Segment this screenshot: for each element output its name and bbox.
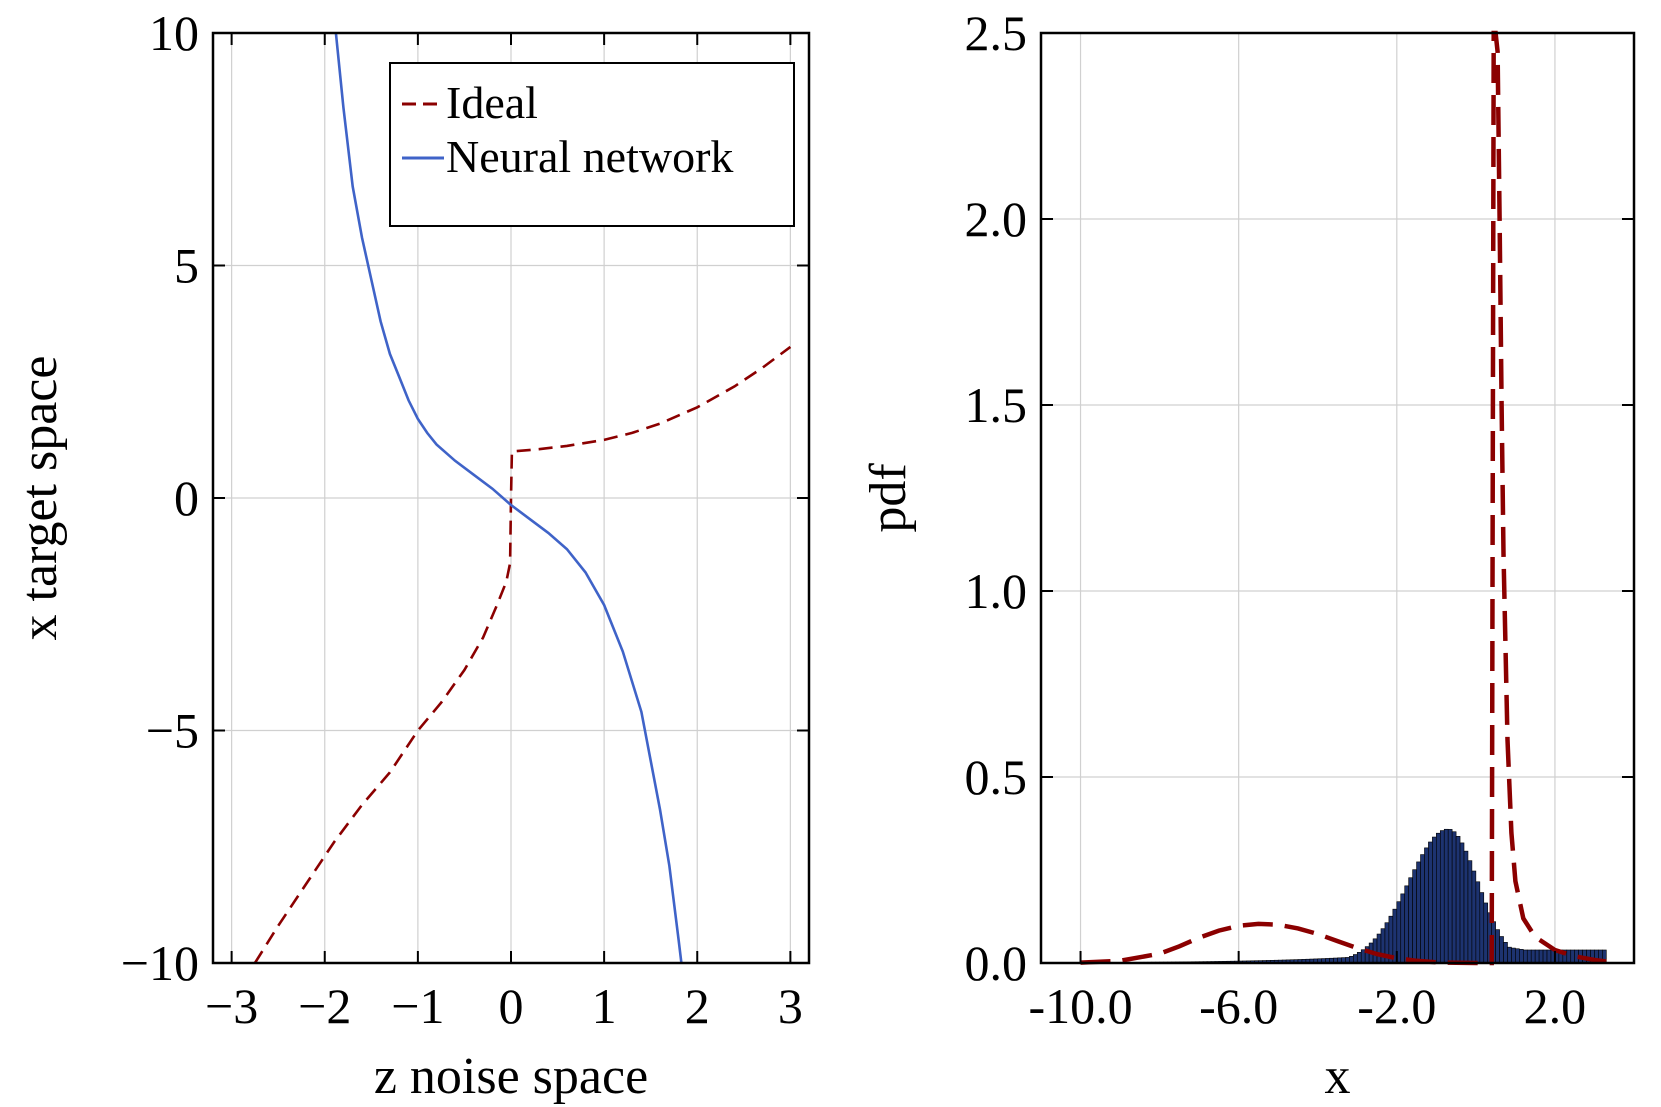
- histogram-bar: [1526, 949, 1532, 964]
- histogram-bar: [1408, 877, 1413, 964]
- right-x-tick-label: 2.0: [1524, 978, 1587, 1034]
- left-y-tick-label: −10: [121, 935, 199, 991]
- right-x-tick-label: -6.0: [1199, 978, 1278, 1034]
- histogram-bar: [1356, 952, 1362, 964]
- right-grid: [1041, 32, 1634, 964]
- right-y-tick-label: 2.5: [965, 5, 1028, 61]
- histogram-bar: [1353, 954, 1358, 964]
- right-x-tick-label: -10.0: [1028, 978, 1132, 1034]
- right-y-tick-label: 2.0: [965, 191, 1028, 247]
- left-x-tick-label: −2: [298, 978, 351, 1034]
- left-x-tick-label: 2: [685, 978, 710, 1034]
- left-y-tick-label: 10: [149, 5, 199, 61]
- left-x-axis-title: z noise space: [374, 1048, 648, 1105]
- right-pdf-dashed-line: [1080, 30, 1607, 966]
- histogram-bar: [1511, 947, 1516, 964]
- histogram-bar: [1447, 829, 1453, 964]
- histogram-bar: [1515, 948, 1520, 964]
- left-x-tick-label: −3: [205, 978, 258, 1034]
- left-y-tick-label: 5: [174, 238, 199, 294]
- legend-label-neural-network: Neural network: [446, 131, 733, 182]
- histogram-bar: [1376, 933, 1382, 964]
- histogram-bar: [1400, 893, 1406, 964]
- histogram-bar: [1542, 949, 1548, 964]
- histogram-bar: [1451, 831, 1457, 964]
- histogram-bar: [1538, 949, 1544, 964]
- histogram-bar: [1443, 828, 1449, 964]
- left-x-tick-label: −1: [391, 978, 444, 1034]
- right-plot-frame: [1039, 31, 1636, 965]
- histogram-bar: [1459, 842, 1465, 964]
- histogram-bar: [1534, 949, 1540, 964]
- legend-box: [389, 62, 795, 227]
- histogram-bar: [1428, 841, 1433, 964]
- left-x-tick-label: 0: [499, 978, 524, 1034]
- left-series-neural-network-line: [334, 32, 683, 964]
- right-series-layer: [1080, 30, 1607, 966]
- histogram-bar: [1475, 881, 1481, 964]
- histogram-bar: [1519, 949, 1524, 964]
- left-x-tick-label: 1: [592, 978, 617, 1034]
- histogram-bar: [1566, 949, 1572, 964]
- histogram-bar: [1463, 850, 1469, 964]
- right-y-tick-label: 0.0: [965, 935, 1028, 991]
- histogram-bar: [1546, 949, 1552, 964]
- histogram-bar: [1499, 936, 1504, 964]
- right-chart: -10.0 -6.0 -2.0 2.0 0.0 0.5 1.0 1.5 2.0 2.5 x pdf: [860, 5, 1636, 1105]
- histogram-bar: [1404, 885, 1409, 964]
- left-y-tick-label: 0: [174, 470, 199, 526]
- histogram-bar: [1467, 860, 1473, 964]
- right-y-axis-title: pdf: [860, 463, 917, 533]
- right-ticks: -10.0 -6.0 -2.0 2.0 0.0 0.5 1.0 1.5 2.0 2.5: [965, 5, 1634, 1034]
- histogram-bar: [1432, 836, 1437, 964]
- histogram-bar: [1471, 870, 1477, 964]
- histogram-bar: [1530, 949, 1536, 964]
- histogram-bar: [1570, 949, 1576, 964]
- left-x-tick-label: 3: [778, 978, 803, 1034]
- left-series-ideal-line: [253, 345, 792, 964]
- histogram-bar: [1507, 946, 1512, 964]
- legend-label-ideal: Ideal: [446, 77, 538, 128]
- histogram-bar: [1416, 861, 1421, 964]
- histogram-bar: [1523, 949, 1528, 964]
- right-x-tick-label: -2.0: [1357, 978, 1436, 1034]
- histogram-bar: [1420, 854, 1425, 964]
- histogram-bar: [1439, 830, 1445, 964]
- histogram-bar: [1479, 892, 1485, 964]
- right-y-tick-label: 1.0: [965, 563, 1028, 619]
- histogram-bar: [1503, 942, 1508, 964]
- right-y-tick-label: 1.5: [965, 377, 1028, 433]
- legend: Ideal Neural network: [389, 62, 795, 227]
- right-x-axis-title: x: [1325, 1048, 1351, 1105]
- left-y-axis-title: x target space: [11, 356, 68, 641]
- left-series-layer: [253, 32, 792, 964]
- histogram-bar: [1495, 929, 1500, 964]
- histogram-bar: [1436, 832, 1441, 964]
- left-y-tick-label: −5: [146, 703, 199, 759]
- histogram-bar: [1412, 869, 1417, 964]
- histogram-bar: [1455, 836, 1461, 964]
- right-y-tick-label: 0.5: [965, 749, 1028, 805]
- histogram-bar: [1424, 847, 1429, 964]
- histogram-bar: [1483, 902, 1489, 964]
